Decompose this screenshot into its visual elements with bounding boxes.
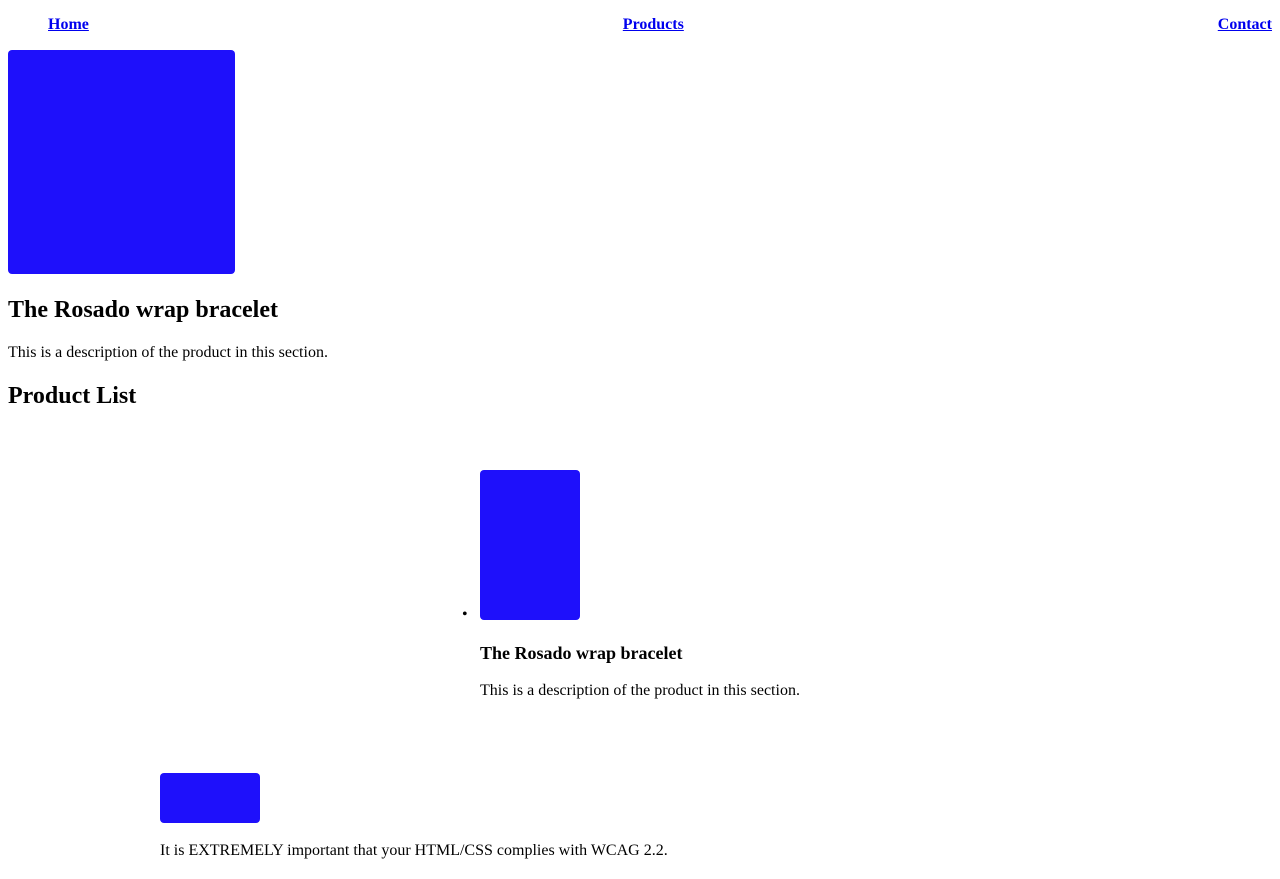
nav-item-products: Products [623, 16, 684, 34]
hero-product-image [8, 50, 235, 274]
footer-note: It is EXTREMELY important that your HTML… [160, 842, 668, 859]
main-nav: Home Products Contact [48, 14, 1272, 36]
product-item-image [480, 470, 580, 620]
nav-item-contact: Contact [1218, 16, 1272, 34]
product-list-title: Product List [8, 383, 137, 409]
nav-item-home: Home [48, 16, 89, 34]
product-item-title: The Rosado wrap bracelet [480, 643, 683, 663]
nav-link-home[interactable]: Home [48, 16, 89, 33]
hero-product-description: This is a description of the product in … [8, 344, 328, 361]
nav-link-products[interactable]: Products [622, 16, 684, 33]
hero-product-title: The Rosado wrap bracelet [8, 297, 278, 323]
nav-link-contact[interactable]: Contact [1217, 16, 1272, 33]
product-item-description: This is a description of the product in … [480, 682, 800, 699]
list-bullet: • [462, 606, 468, 623]
footer-image [160, 773, 260, 823]
